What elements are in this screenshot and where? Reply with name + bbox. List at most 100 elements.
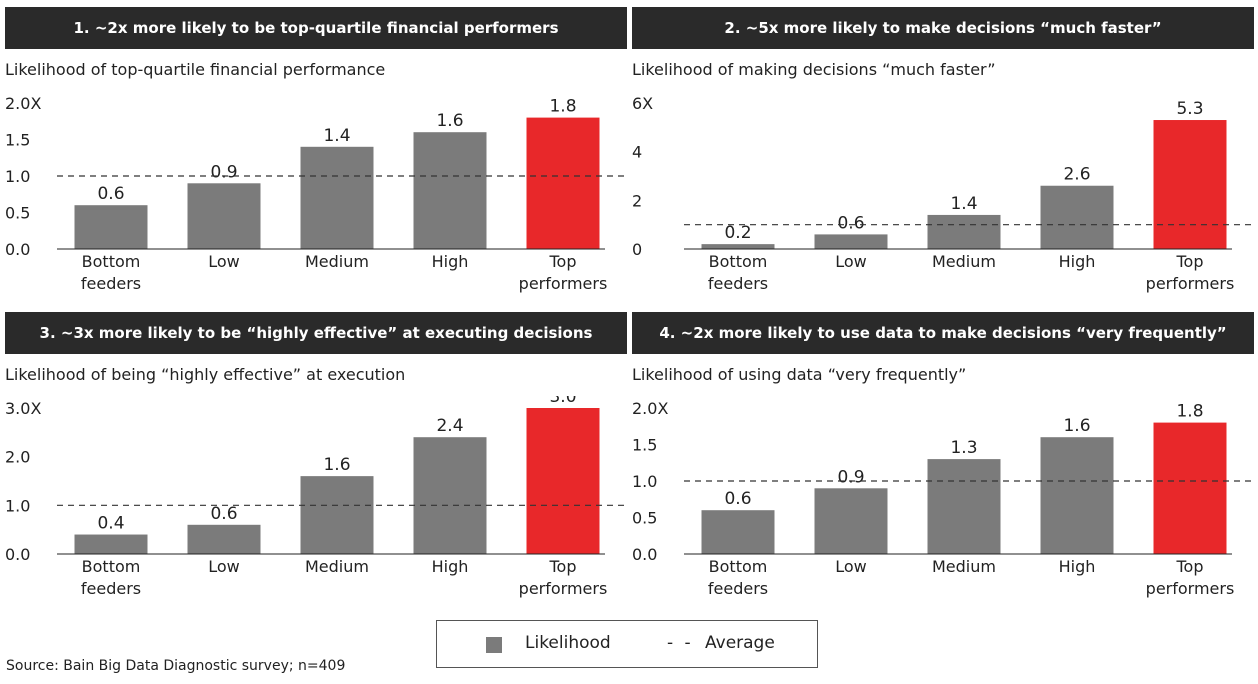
x-tick-label: Medium: [305, 252, 369, 271]
data-label: 1.8: [549, 97, 576, 117]
bar: [927, 214, 1001, 249]
bar: [187, 183, 261, 249]
data-label: 0.9: [210, 162, 237, 182]
x-tick-label: performers: [519, 274, 608, 293]
y-tick-label: 0.0: [632, 545, 657, 564]
y-tick-label: 2: [632, 191, 642, 210]
data-label: 2.4: [436, 416, 463, 436]
data-label: 0.2: [724, 223, 751, 243]
y-tick-label: 2.0X: [632, 399, 668, 418]
x-tick-label: Top: [1176, 252, 1204, 271]
data-label: 0.6: [837, 213, 864, 233]
y-tick-label: 0.5: [5, 204, 30, 223]
y-tick-label: 1.0: [5, 496, 30, 515]
y-tick-label: 1.5: [5, 131, 30, 150]
x-tick-label: Top: [549, 252, 577, 271]
chart-panel-4: 4. ~2x more likely to use data to make d…: [632, 312, 1254, 612]
panel-subtitle: Likelihood of using data “very frequentl…: [632, 365, 967, 384]
y-tick-label: 1.5: [632, 436, 657, 455]
x-tick-label: Medium: [932, 557, 996, 576]
y-tick-label: 1.0: [5, 167, 30, 186]
panel-subtitle: Likelihood of top-quartile financial per…: [5, 60, 386, 79]
x-tick-label: Medium: [932, 252, 996, 271]
chart-panel-3: 3. ~3x more likely to be “highly effecti…: [5, 312, 627, 612]
legend-bar-label: Likelihood: [525, 633, 611, 653]
bar-chart: 0.0 1.0 2.0 3.0X 0.4 0.6 1.6 2.4 3.0 Bottom feeder…: [5, 396, 627, 598]
data-label: 2.6: [1063, 165, 1090, 185]
x-tick-label: High: [1059, 252, 1096, 271]
bar: [300, 476, 374, 554]
y-tick-label: 4: [632, 143, 642, 162]
data-label: 1.4: [950, 194, 977, 214]
y-tick-label: 0.0: [5, 240, 30, 259]
legend-dash-symbol: - -: [667, 633, 694, 653]
panel-subtitle: Likelihood of making decisions “much fas…: [632, 60, 996, 79]
data-label: 1.6: [323, 455, 350, 475]
panel-header: 4. ~2x more likely to use data to make d…: [632, 312, 1254, 354]
bar: [1153, 422, 1227, 554]
x-tick-label: Low: [208, 557, 240, 576]
x-tick-label: Top: [549, 557, 577, 576]
data-label: 0.6: [724, 489, 751, 509]
source-note: Source: Bain Big Data Diagnostic survey;…: [6, 658, 346, 674]
bar: [526, 117, 600, 249]
bar: [413, 437, 487, 554]
legend-bar-swatch: [486, 637, 502, 653]
y-tick-label: 6X: [632, 94, 653, 113]
data-label: 1.3: [950, 438, 977, 458]
data-label: 0.4: [97, 514, 124, 534]
x-tick-label: Low: [835, 557, 867, 576]
x-tick-label: feeders: [81, 274, 141, 293]
x-tick-label: feeders: [708, 274, 768, 293]
y-tick-label: 2.0X: [5, 94, 41, 113]
bar: [814, 234, 888, 249]
legend-average-label: Average: [705, 633, 775, 653]
data-label: 0.6: [210, 504, 237, 524]
x-tick-label: performers: [1146, 579, 1235, 598]
x-tick-label: Bottom: [709, 252, 768, 271]
bar-chart: 0 2 4 6X 0.2 0.6 1.4 2.6 5.3 Bottom feeders Low Medi…: [632, 94, 1254, 293]
x-tick-label: High: [432, 557, 469, 576]
data-label: 3.0: [549, 396, 576, 407]
bar: [526, 408, 600, 554]
bar-chart: 0.0 0.5 1.0 1.5 2.0X 0.6 0.9 1.4 1.6 1.8 Bottom fee…: [5, 94, 627, 293]
x-tick-label: feeders: [81, 579, 141, 598]
bar: [1040, 185, 1114, 249]
data-label: 5.3: [1176, 99, 1203, 119]
panel-header: 3. ~3x more likely to be “highly effecti…: [5, 312, 627, 354]
chart-panel-2: 2. ~5x more likely to make decisions “mu…: [632, 7, 1254, 307]
bar: [701, 244, 775, 249]
y-tick-label: 2.0: [5, 448, 30, 467]
data-label: 0.9: [837, 467, 864, 487]
bar: [300, 146, 374, 249]
x-tick-label: Top: [1176, 557, 1204, 576]
bar: [1153, 120, 1227, 250]
data-label: 1.6: [1063, 416, 1090, 436]
bar-chart: 0.0 0.5 1.0 1.5 2.0X 0.6 0.9 1.3 1.6 1.8 Bottom fee…: [632, 399, 1254, 598]
x-tick-label: Low: [835, 252, 867, 271]
data-label: 1.4: [323, 126, 350, 146]
x-tick-label: performers: [519, 579, 608, 598]
bar: [1040, 437, 1114, 554]
bar: [814, 488, 888, 554]
x-tick-label: feeders: [708, 579, 768, 598]
legend: Likelihood - - Average: [436, 620, 818, 668]
x-tick-label: Bottom: [709, 557, 768, 576]
data-label: 1.6: [436, 111, 463, 131]
x-tick-label: High: [1059, 557, 1096, 576]
x-tick-label: High: [432, 252, 469, 271]
x-tick-label: Bottom: [82, 557, 141, 576]
panel-subtitle: Likelihood of being “highly effective” a…: [5, 365, 406, 384]
data-label: 0.6: [97, 184, 124, 204]
bar: [927, 459, 1001, 554]
bar: [413, 132, 487, 249]
panel-header: 1. ~2x more likely to be top-quartile fi…: [5, 7, 627, 49]
x-tick-label: performers: [1146, 274, 1235, 293]
chart-panel-1: 1. ~2x more likely to be top-quartile fi…: [5, 7, 627, 307]
bar: [701, 510, 775, 554]
y-tick-label: 0: [632, 240, 642, 259]
bar: [74, 534, 148, 554]
y-tick-label: 0.5: [632, 509, 657, 528]
bar: [74, 205, 148, 249]
data-label: 1.8: [1176, 402, 1203, 422]
